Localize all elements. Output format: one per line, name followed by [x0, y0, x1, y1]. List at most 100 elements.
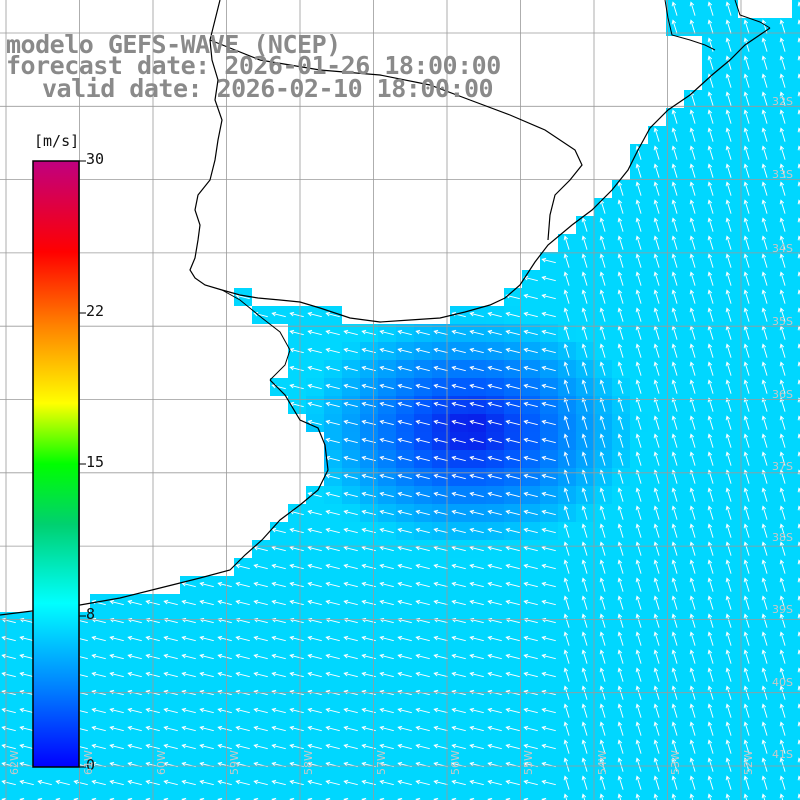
wind-arrow — [505, 491, 520, 498]
wind-arrow — [433, 779, 448, 786]
wind-arrow — [343, 347, 358, 354]
wind-arrow — [451, 383, 466, 390]
wind-arrow — [523, 347, 538, 354]
wind-arrow — [379, 419, 394, 426]
wind-arrow — [91, 671, 106, 678]
lon-label: 61W — [82, 750, 95, 775]
lat-label: 38S — [772, 531, 793, 544]
wind-arrow — [779, 163, 786, 178]
wind-arrow — [523, 455, 538, 462]
wind-arrow — [599, 631, 606, 646]
wind-arrow — [599, 613, 606, 628]
wind-arrow — [689, 181, 696, 196]
wind-arrow — [761, 271, 768, 286]
wind-arrow — [289, 311, 304, 318]
wind-arrow — [397, 401, 412, 408]
wind-arrow — [581, 451, 588, 466]
wind-arrow — [343, 455, 358, 462]
wind-arrow — [761, 793, 767, 800]
wind-arrow — [779, 415, 786, 430]
field-cell — [792, 540, 800, 558]
wind-arrow — [653, 577, 660, 592]
wind-arrow — [505, 563, 520, 570]
wind-arrow — [55, 779, 70, 786]
wind-arrow — [779, 109, 786, 124]
wind-arrow — [307, 743, 322, 750]
wind-arrow — [581, 613, 588, 628]
wind-arrow — [689, 451, 696, 466]
wind-arrow — [397, 545, 412, 552]
wind-arrow — [617, 757, 624, 772]
colorbar — [32, 160, 80, 768]
field-cell — [792, 774, 800, 792]
wind-arrow — [635, 541, 642, 556]
field-cell — [792, 522, 800, 540]
wind-arrow — [541, 581, 556, 588]
wind-arrow — [635, 775, 642, 790]
wind-arrow — [397, 473, 412, 480]
field-cell — [450, 792, 468, 800]
map-title: modelo GEFS-WAVE (NCEP) — [6, 30, 341, 59]
wind-arrow — [307, 779, 322, 786]
wind-arrow — [541, 509, 556, 516]
wind-arrow — [379, 545, 394, 552]
field-cell — [90, 792, 108, 800]
wind-arrow — [127, 725, 142, 732]
wind-arrow — [563, 541, 570, 556]
wind-arrow — [743, 631, 750, 646]
wind-arrow — [415, 509, 430, 516]
wind-arrow — [307, 329, 322, 336]
wind-arrow — [307, 509, 322, 516]
wind-arrow — [433, 419, 448, 426]
wind-arrow — [689, 595, 696, 610]
wind-arrow — [451, 401, 466, 408]
field-cell — [126, 792, 144, 800]
lon-label: 57W — [375, 750, 388, 775]
field-cell — [792, 414, 800, 432]
wind-arrow — [451, 581, 466, 588]
wind-arrow — [617, 235, 624, 250]
wind-arrow — [779, 559, 786, 574]
wind-arrow — [505, 347, 520, 354]
wind-arrow — [635, 631, 642, 646]
wind-arrow — [505, 329, 520, 336]
wind-arrow — [433, 563, 448, 570]
wind-arrow — [725, 775, 732, 790]
wind-arrow — [671, 775, 678, 790]
field-cell — [792, 756, 800, 774]
wind-arrow — [487, 455, 502, 462]
wind-arrow — [653, 721, 660, 736]
wind-arrow — [415, 365, 430, 372]
wind-arrow — [19, 635, 34, 642]
wind-arrow — [1, 725, 16, 732]
field-cell — [54, 792, 72, 800]
wind-arrow — [217, 581, 232, 588]
field-cell — [414, 792, 432, 800]
wind-arrow — [523, 635, 538, 642]
wind-arrow — [379, 347, 394, 354]
wind-arrow — [743, 775, 750, 790]
field-cell — [432, 792, 450, 800]
wind-arrow — [505, 725, 520, 732]
wind-arrow — [689, 289, 696, 304]
wind-arrow — [523, 311, 538, 318]
wind-arrow — [635, 307, 642, 322]
wind-arrow — [725, 91, 732, 106]
wind-arrow — [779, 613, 786, 628]
wind-arrow — [653, 415, 660, 430]
wind-arrow — [581, 307, 588, 322]
wind-arrow — [671, 271, 678, 286]
wind-arrow — [397, 383, 412, 390]
field-cell — [540, 792, 558, 800]
wind-arrow — [743, 361, 750, 376]
wind-arrow — [671, 631, 678, 646]
wind-arrow — [779, 721, 786, 736]
wind-arrow — [581, 577, 588, 592]
wind-arrow — [397, 437, 412, 444]
wind-arrow — [581, 361, 588, 376]
wind-arrow — [397, 329, 412, 336]
wind-arrow — [653, 199, 660, 214]
wind-arrow — [199, 743, 214, 750]
wind-arrow — [617, 667, 624, 682]
wind-arrow — [653, 523, 660, 538]
